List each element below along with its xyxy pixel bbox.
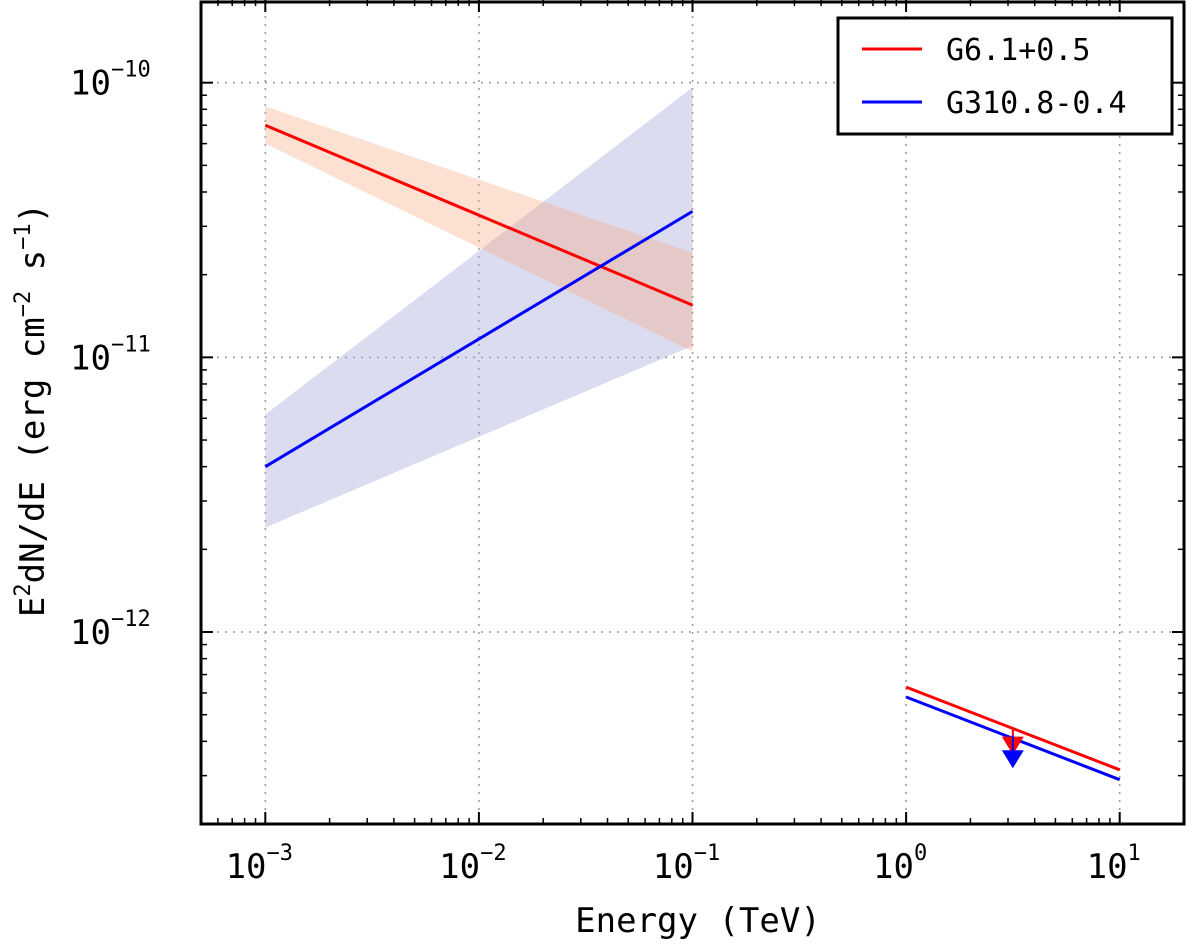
upper-limit-arrow-g310-8 (1001, 750, 1024, 769)
series-line-g6-1 (264, 123, 694, 307)
y-tick-label: 10−11 (70, 332, 151, 378)
legend-box (836, 16, 1174, 136)
confidence-band-g6-1 (265, 106, 693, 352)
confidence-bands (265, 87, 693, 528)
x-tick-label: 100 (873, 841, 927, 887)
y-tick-label: 10−10 (70, 58, 151, 104)
series-lines (264, 123, 1121, 782)
axis-ticks: 10−3 10−2 10−1 100 101 10−10 10−11 10−12 (70, 0, 1184, 887)
legend: G6.1+0.5 G310.8-0.4 (836, 16, 1174, 136)
x-tick-label: 10−1 (653, 841, 720, 887)
x-tick-label: 101 (1087, 841, 1141, 887)
grid (201, 0, 1184, 824)
x-axis-label: Energy (TeV) (575, 901, 821, 941)
legend-label-g6-1: G6.1+0.5 (946, 33, 1091, 68)
y-axis-label: E2dN/dE (erg cm−2 s−1) (11, 203, 53, 617)
x-tick-label: 10−2 (439, 841, 506, 887)
y-tick-label: 10−12 (70, 607, 151, 653)
legend-label-g310-8: G310.8-0.4 (946, 86, 1127, 121)
series-line-g310-8 (264, 210, 694, 468)
confidence-band-g310-8 (265, 87, 693, 528)
x-tick-label: 10−3 (226, 841, 293, 887)
